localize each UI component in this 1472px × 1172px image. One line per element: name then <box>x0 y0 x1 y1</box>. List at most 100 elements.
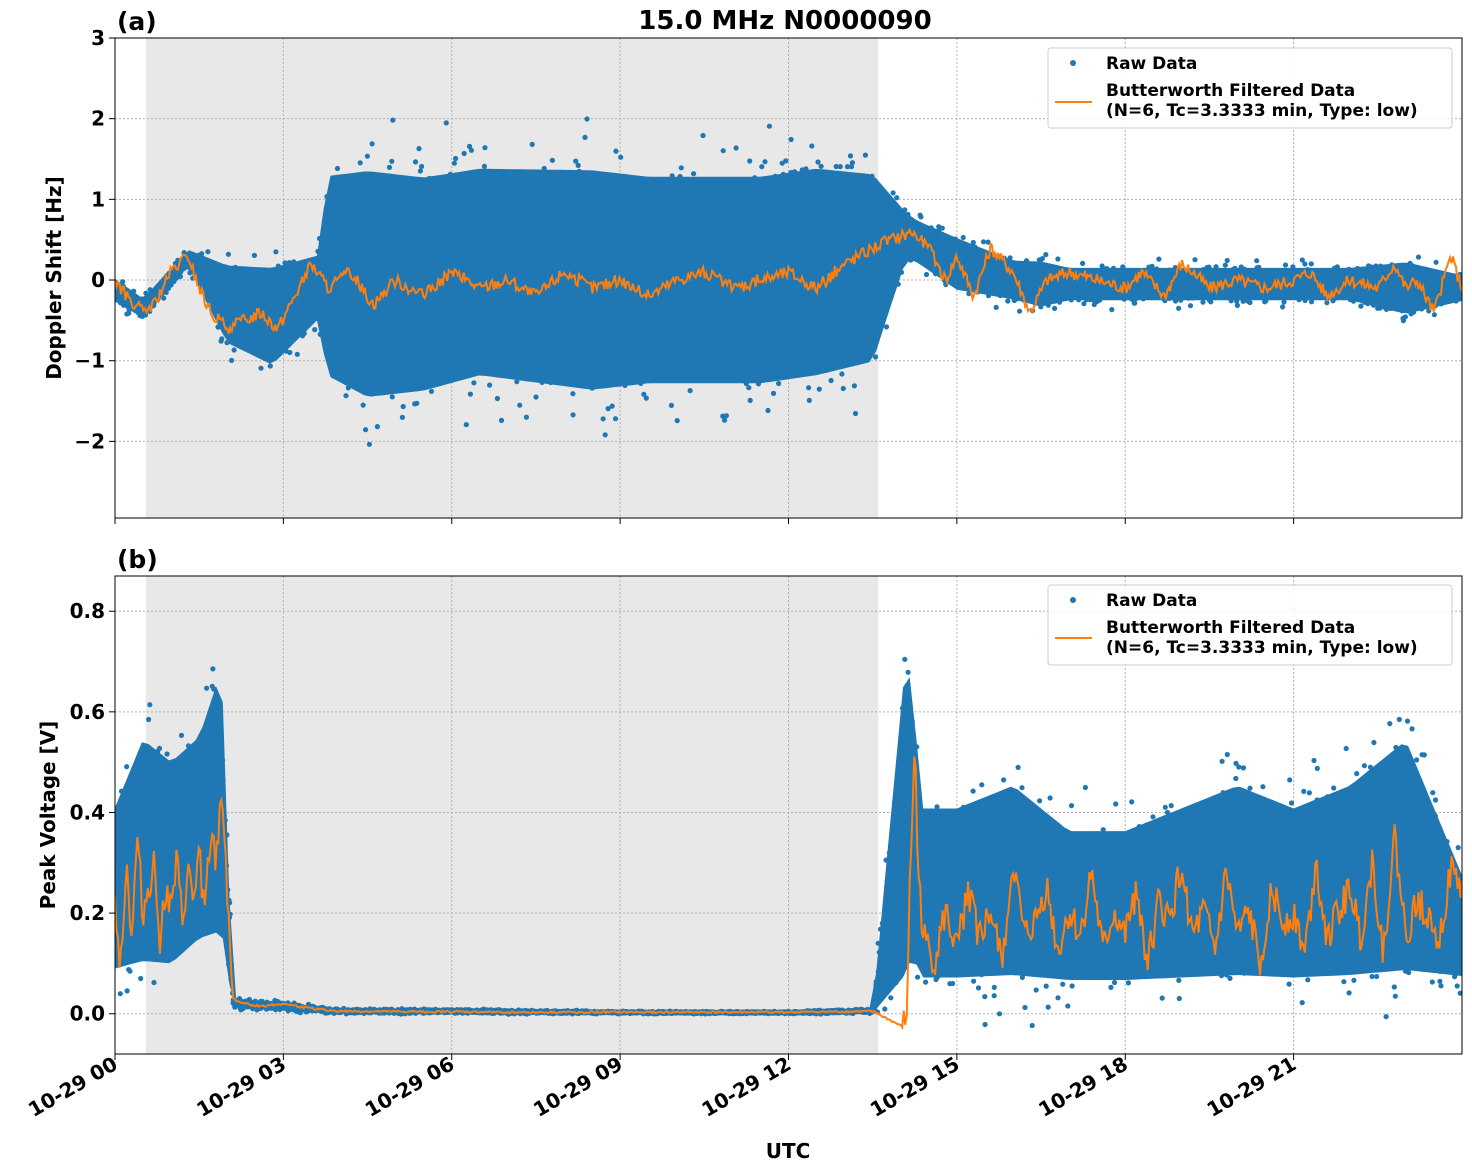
raw-data-point <box>399 414 405 420</box>
raw-data-point <box>494 395 500 402</box>
legend-filtered-label: Butterworth Filtered Data (N=6, Tc=3.3333… <box>1106 81 1418 121</box>
raw-data-point <box>147 702 153 708</box>
raw-data-point <box>419 163 425 170</box>
raw-data-point <box>417 168 423 174</box>
raw-data-point <box>851 383 858 389</box>
raw-data-point <box>225 251 231 257</box>
shaded-interval <box>145 576 879 1054</box>
raw-data-point <box>414 400 420 406</box>
raw-data-point <box>498 417 505 423</box>
raw-data-point <box>357 160 363 166</box>
raw-data-point <box>517 402 523 408</box>
raw-data-point <box>605 406 611 412</box>
raw-data-point <box>1208 299 1214 305</box>
raw-data-point <box>124 988 130 994</box>
raw-data-point <box>678 165 684 171</box>
raw-data-point <box>463 422 469 428</box>
raw-data-point <box>872 354 879 360</box>
raw-data-point <box>1156 256 1162 262</box>
raw-data-point <box>273 249 279 255</box>
raw-data-point <box>609 403 615 409</box>
raw-data-point <box>966 291 972 297</box>
raw-data-point <box>602 432 608 438</box>
raw-data-point <box>467 391 473 397</box>
raw-data-point <box>788 136 794 143</box>
raw-data-point <box>776 380 782 387</box>
y-tick-label: 2 <box>91 107 105 131</box>
raw-data-point <box>1308 261 1314 267</box>
raw-data-point <box>251 252 257 258</box>
raw-data-point <box>386 164 393 170</box>
raw-data-point <box>1132 300 1138 306</box>
raw-data-point <box>1254 258 1260 264</box>
legend-raw-label: Raw Data <box>1106 54 1197 74</box>
raw-data-point <box>229 357 235 363</box>
raw-data-point <box>529 141 535 147</box>
raw-data-point <box>1081 301 1087 307</box>
raw-data-point <box>416 146 422 152</box>
raw-data-point <box>691 171 697 177</box>
raw-data-point <box>980 239 987 245</box>
raw-data-point <box>584 116 590 122</box>
raw-data-point <box>848 164 855 170</box>
raw-data-point <box>219 336 225 342</box>
raw-data-point <box>151 979 157 986</box>
raw-data-point <box>466 143 473 149</box>
raw-data-point <box>575 162 581 168</box>
raw-data-point <box>1282 262 1289 268</box>
raw-data-point <box>481 163 487 169</box>
raw-data-point <box>828 377 834 384</box>
y-tick-label: 3 <box>91 26 105 50</box>
raw-data-point <box>1302 261 1308 267</box>
raw-data-point <box>161 295 167 301</box>
raw-data-point <box>1192 257 1198 263</box>
raw-data-point <box>412 159 419 165</box>
raw-data-point <box>985 239 991 245</box>
raw-data-point <box>533 394 539 400</box>
raw-data-point <box>164 751 170 757</box>
raw-data-point <box>1247 299 1253 306</box>
raw-data-point <box>461 150 467 157</box>
raw-data-point <box>1281 299 1287 305</box>
raw-data-point <box>894 195 900 201</box>
raw-data-point <box>1433 259 1439 265</box>
raw-data-point <box>178 732 185 739</box>
raw-data-point <box>400 403 406 410</box>
raw-data-point <box>862 152 869 158</box>
raw-data-point <box>453 155 459 162</box>
raw-data-point <box>582 134 588 140</box>
raw-data-point <box>1222 262 1228 268</box>
raw-data-point <box>883 324 890 330</box>
raw-data-point <box>258 365 264 371</box>
raw-data-point <box>839 371 845 377</box>
raw-data-point <box>818 163 824 169</box>
raw-data-point <box>1200 299 1206 305</box>
raw-data-point <box>443 120 449 126</box>
raw-data-point <box>127 968 133 974</box>
filtered-data-line <box>115 227 1462 334</box>
raw-data-point <box>282 260 288 266</box>
raw-data-point <box>389 394 395 400</box>
raw-data-point <box>674 418 680 424</box>
raw-data-point <box>1324 300 1330 306</box>
raw-data-point <box>428 388 435 394</box>
raw-data-point <box>1043 252 1049 258</box>
raw-data-point <box>1039 256 1045 262</box>
raw-data-point <box>806 385 812 391</box>
raw-data-point <box>747 158 753 164</box>
raw-data-point <box>960 234 966 241</box>
raw-data-point <box>770 390 777 396</box>
raw-data-point <box>204 685 210 691</box>
panel-a-legend: Raw Data Butterworth Filtered Data (N=6, … <box>1047 47 1453 129</box>
raw-data-point <box>482 145 488 151</box>
raw-data-point <box>451 160 457 166</box>
raw-data-point <box>514 379 520 385</box>
raw-data-point <box>117 991 123 997</box>
raw-data-point <box>120 279 126 285</box>
raw-data-point <box>487 382 493 388</box>
raw-data-point <box>723 413 730 419</box>
raw-data-point <box>923 271 930 278</box>
raw-data-point <box>369 141 375 147</box>
